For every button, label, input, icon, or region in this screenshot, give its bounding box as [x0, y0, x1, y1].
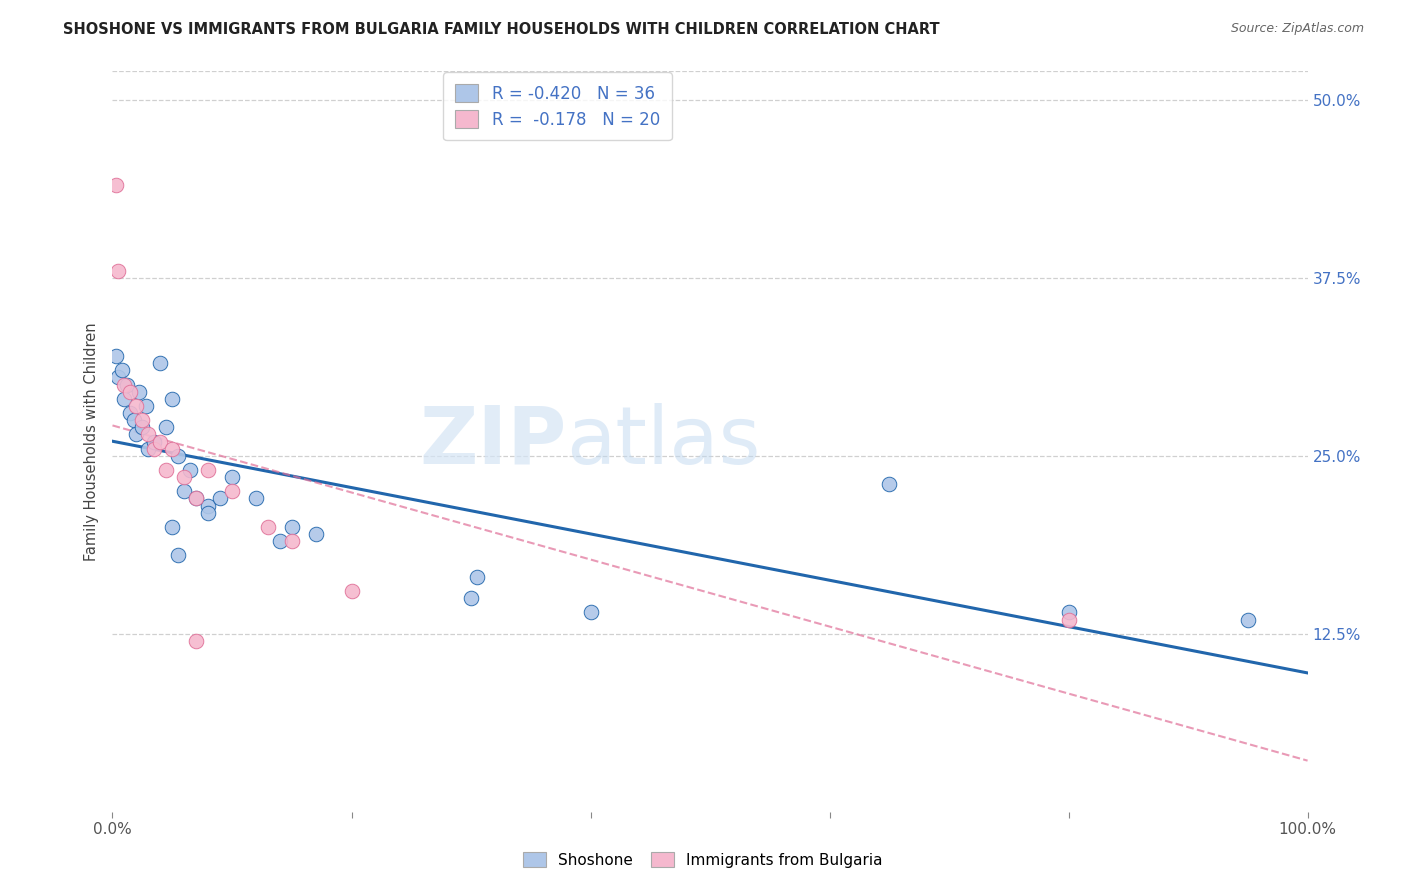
- Point: [120, 406, 142, 420]
- Point: [879, 477, 901, 491]
- Point: [186, 633, 208, 648]
- Point: [269, 534, 291, 549]
- Point: [114, 377, 135, 392]
- Text: Source: ZipAtlas.com: Source: ZipAtlas.com: [1230, 22, 1364, 36]
- Point: [149, 434, 172, 449]
- Point: [162, 442, 183, 456]
- Point: [128, 384, 150, 399]
- Point: [155, 420, 177, 434]
- Point: [460, 591, 482, 606]
- Point: [120, 384, 142, 399]
- Point: [179, 463, 201, 477]
- Y-axis label: Family Households with Children: Family Households with Children: [84, 322, 100, 561]
- Point: [143, 434, 166, 449]
- Point: [105, 349, 128, 363]
- Text: ZIP: ZIP: [419, 402, 567, 481]
- Point: [173, 484, 195, 499]
- Point: [105, 178, 128, 193]
- Point: [579, 606, 602, 620]
- Point: [197, 506, 219, 520]
- Point: [131, 420, 153, 434]
- Point: [197, 463, 219, 477]
- Point: [122, 413, 145, 427]
- Point: [125, 399, 148, 413]
- Point: [221, 470, 243, 484]
- Point: [135, 399, 157, 413]
- Point: [245, 491, 267, 506]
- Point: [143, 442, 166, 456]
- Point: [155, 463, 177, 477]
- Text: SHOSHONE VS IMMIGRANTS FROM BULGARIA FAMILY HOUSEHOLDS WITH CHILDREN CORRELATION: SHOSHONE VS IMMIGRANTS FROM BULGARIA FAM…: [63, 22, 939, 37]
- Legend: Shoshone, Immigrants from Bulgaria: Shoshone, Immigrants from Bulgaria: [516, 844, 890, 875]
- Point: [1057, 606, 1080, 620]
- Point: [114, 392, 135, 406]
- Point: [186, 491, 208, 506]
- Point: [465, 570, 488, 584]
- Point: [167, 549, 190, 563]
- Point: [281, 534, 304, 549]
- Point: [257, 520, 280, 534]
- Point: [131, 413, 153, 427]
- Point: [149, 356, 172, 370]
- Point: [221, 484, 243, 499]
- Point: [162, 520, 183, 534]
- Legend: R = -0.420   N = 36, R =  -0.178   N = 20: R = -0.420 N = 36, R = -0.178 N = 20: [443, 72, 672, 140]
- Point: [197, 499, 219, 513]
- Point: [107, 263, 129, 277]
- Point: [138, 427, 160, 442]
- Point: [281, 520, 304, 534]
- Point: [1237, 613, 1260, 627]
- Point: [115, 377, 138, 392]
- Point: [340, 584, 363, 599]
- Point: [209, 491, 232, 506]
- Point: [138, 442, 160, 456]
- Text: atlas: atlas: [567, 402, 761, 481]
- Point: [107, 370, 129, 384]
- Point: [186, 491, 208, 506]
- Point: [111, 363, 134, 377]
- Point: [125, 427, 148, 442]
- Point: [1057, 613, 1080, 627]
- Point: [173, 470, 195, 484]
- Point: [162, 392, 183, 406]
- Point: [167, 449, 190, 463]
- Point: [305, 527, 328, 541]
